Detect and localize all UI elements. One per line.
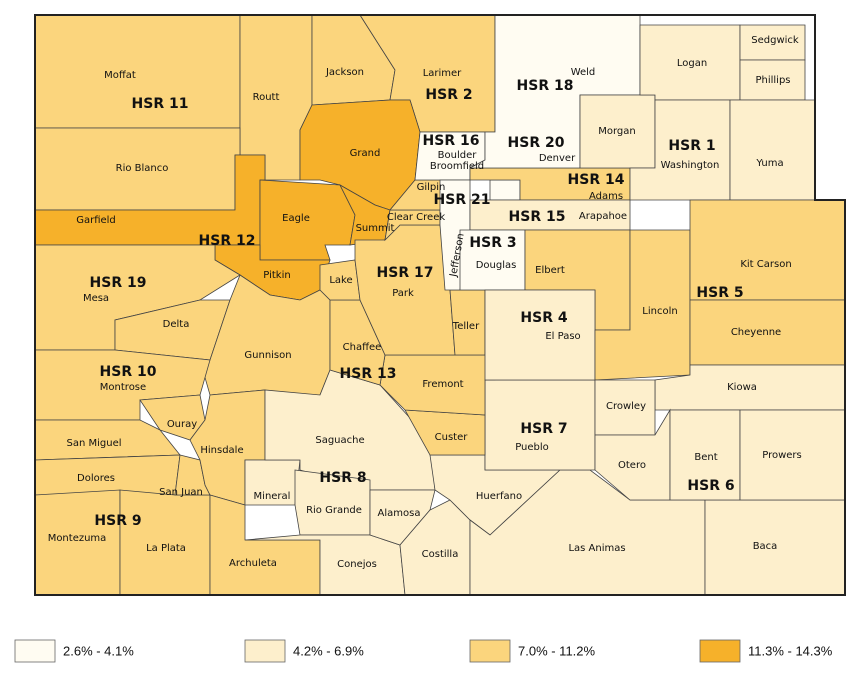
region-label: HSR 5 (696, 285, 743, 301)
county-label: Weld (571, 67, 596, 78)
legend-swatch (244, 639, 286, 663)
county-label: Arapahoe (579, 211, 627, 222)
county-label: Rio Blanco (116, 163, 169, 174)
county-label: Bent (694, 452, 717, 463)
county-label: El Paso (545, 331, 580, 342)
county-label: Larimer (423, 68, 462, 79)
region-label: HSR 12 (199, 233, 256, 249)
county-label: Ouray (167, 419, 197, 430)
legend-label: 7.0% - 11.2% (518, 643, 596, 658)
county-label: Conejos (337, 559, 377, 570)
region-label: HSR 2 (425, 87, 472, 103)
region-label: HSR 20 (508, 135, 565, 151)
county-label: Baca (753, 541, 778, 552)
county-label: Gilpin (417, 182, 446, 193)
county-label: Garfield (76, 215, 116, 226)
region-label: HSR 13 (340, 366, 397, 382)
county-label: Morgan (598, 126, 636, 137)
county-label: Delta (163, 319, 190, 330)
region-label: HSR 7 (520, 421, 567, 437)
county-shape (319, 259, 361, 301)
county-label: Otero (618, 460, 646, 471)
region-label: HSR 11 (132, 96, 189, 112)
county-label: Yuma (755, 158, 783, 169)
county-label: Montezuma (48, 533, 107, 544)
county-label: Montrose (100, 382, 146, 393)
region-label: HSR 3 (469, 235, 516, 251)
county-label: Prowers (762, 450, 802, 461)
county-label: Archuleta (229, 558, 277, 569)
county-label: Jackson (325, 67, 364, 78)
county-label: Boulder (438, 150, 478, 161)
region-label: HSR 17 (377, 265, 434, 281)
county-label: Routt (253, 92, 280, 103)
county-shape (729, 99, 816, 201)
county-label: Huerfano (476, 491, 522, 502)
region-label: HSR 4 (520, 310, 567, 326)
legend-swatch (469, 639, 511, 663)
region-label: HSR 9 (94, 513, 141, 529)
county-label: Moffat (104, 70, 136, 81)
region-label: HSR 18 (517, 78, 574, 94)
county-label: Saguache (315, 435, 364, 446)
county-label: Hinsdale (200, 445, 243, 456)
county-label: Washington (661, 160, 720, 171)
county-label: Pueblo (515, 442, 549, 453)
county-label: Teller (452, 321, 480, 332)
state-outline (34, 14, 846, 596)
county-label: Chaffee (343, 342, 382, 353)
region-label: HSR 8 (319, 470, 366, 486)
county-label: Costilla (422, 549, 459, 560)
county-label: Custer (435, 432, 469, 443)
legend-swatch (699, 639, 741, 663)
county-label: Adams (589, 191, 623, 202)
county-label: Crowley (606, 401, 646, 412)
county-label: Broomfield (430, 161, 484, 172)
region-label: HSR 15 (509, 209, 566, 225)
county-label: Dolores (77, 473, 115, 484)
county-label: Mineral (254, 491, 291, 502)
legend-label: 11.3% - 14.3% (748, 643, 833, 658)
county-label: Park (392, 288, 414, 299)
county-label: Rio Grande (306, 505, 362, 516)
county-label: Grand (350, 148, 381, 159)
region-label: HSR 10 (100, 364, 157, 380)
county-label: Kit Carson (740, 259, 791, 270)
county-label: Kiowa (727, 382, 757, 393)
county-label: Mesa (83, 293, 109, 304)
county-label: Cheyenne (731, 327, 781, 338)
county-label: Elbert (535, 265, 565, 276)
county-label: Logan (677, 58, 707, 69)
county-label: Eagle (282, 213, 310, 224)
legend-swatch (14, 639, 56, 663)
region-label: HSR 19 (90, 275, 147, 291)
county-shape (489, 179, 521, 201)
county-label: La Plata (146, 543, 186, 554)
legend-label: 4.2% - 6.9% (293, 643, 364, 658)
county-label: San Juan (159, 487, 203, 498)
county-label: Lake (329, 275, 352, 286)
county-label: Fremont (422, 379, 463, 390)
county-label: Pitkin (263, 270, 290, 281)
county-label: Sedgwick (751, 35, 799, 46)
county-label: Douglas (476, 260, 517, 271)
region-label: HSR 16 (423, 133, 480, 149)
county-label: Gunnison (244, 350, 291, 361)
county-label: Las Animas (568, 543, 625, 554)
county-label: Lincoln (642, 306, 677, 317)
county-label: Summit (356, 223, 395, 234)
county-label: San Miguel (66, 438, 121, 449)
region-label: HSR 14 (568, 172, 625, 188)
region-label: HSR 21 (434, 192, 491, 208)
county-label: Phillips (755, 75, 790, 86)
region-label: HSR 6 (687, 478, 734, 494)
county-label: Alamosa (378, 508, 421, 519)
region-label: HSR 1 (668, 138, 715, 154)
legend-label: 2.6% - 4.1% (63, 643, 134, 658)
county-label: Clear Creek (387, 212, 446, 223)
county-label: Denver (539, 153, 576, 164)
